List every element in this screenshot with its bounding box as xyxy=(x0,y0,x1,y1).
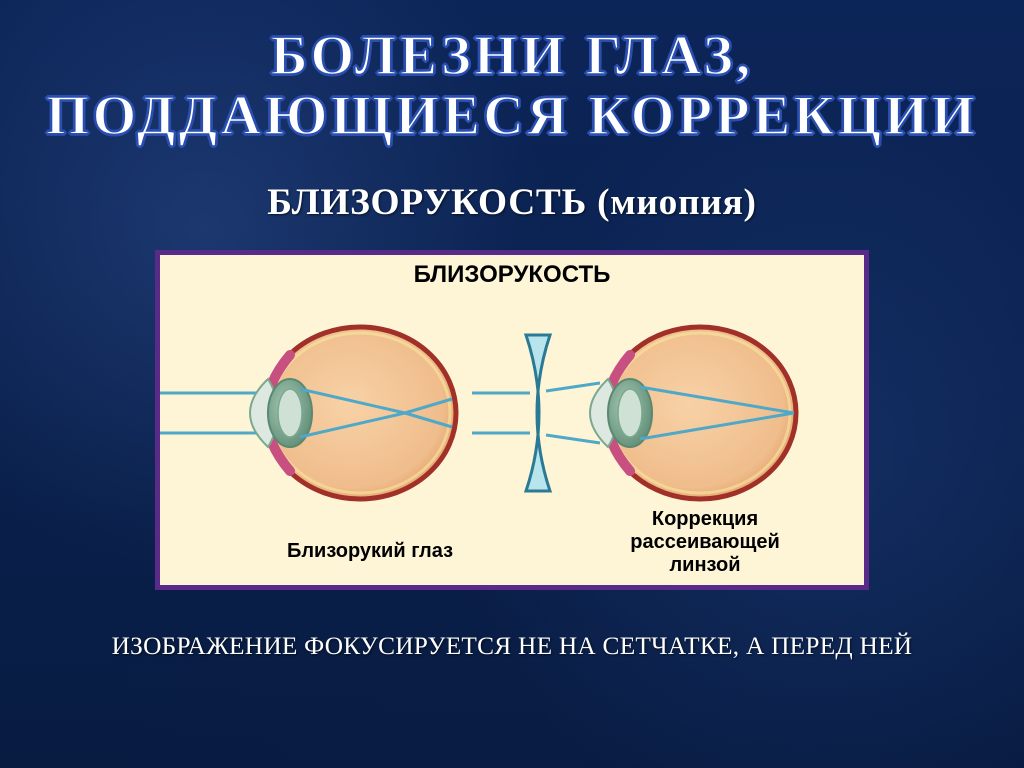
subtitle: БЛИЗОРУКОСТЬ (миопия) xyxy=(0,181,1024,224)
label-right-line3: линзой xyxy=(669,554,740,576)
label-right-eye: Коррекция рассеивающей линзой xyxy=(590,508,820,577)
label-right-line2: рассеивающей xyxy=(630,531,780,553)
diagram-inner-title: БЛИЗОРУКОСТЬ xyxy=(414,261,611,289)
slide: БОЛЕЗНИ ГЛАЗ, ПОДДАЮЩИЕСЯ КОРРЕКЦИИ БЛИЗ… xyxy=(0,0,1024,768)
label-right-line1: Коррекция xyxy=(652,508,758,530)
left-eye xyxy=(160,327,456,499)
diverging-lens-icon xyxy=(526,335,550,491)
myopia-diagram: БЛИЗОРУКОСТЬ xyxy=(155,250,869,590)
title-line-2: ПОДДАЮЩИЕСЯ КОРРЕКЦИИ xyxy=(0,86,1024,146)
slide-title: БОЛЕЗНИ ГЛАЗ, ПОДДАЮЩИЕСЯ КОРРЕКЦИИ xyxy=(0,0,1024,147)
right-eye xyxy=(590,327,796,499)
title-line-1: БОЛЕЗНИ ГЛАЗ, xyxy=(0,26,1024,86)
caption: ИЗОБРАЖЕНИЕ ФОКУСИРУЕТСЯ НЕ НА СЕТЧАТКЕ,… xyxy=(0,632,1024,661)
label-left-eye: Близорукий глаз xyxy=(270,540,470,563)
